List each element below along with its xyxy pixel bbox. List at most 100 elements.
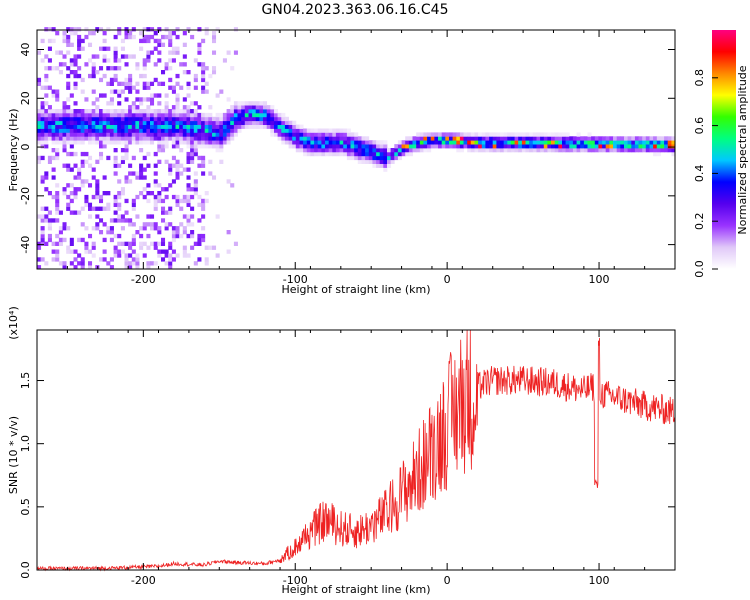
spectrogram-cell (405, 136, 410, 141)
spectrogram-cell (88, 265, 93, 270)
spectrogram-cell (102, 249, 107, 254)
spectrogram-cell (175, 93, 180, 98)
spectrogram-cell (230, 124, 235, 129)
spectrogram-cell (142, 253, 147, 258)
spectrogram-cell (109, 81, 114, 86)
spectrogram-cell (84, 62, 89, 67)
spectrogram-cell (299, 148, 304, 153)
spectrogram-cell (40, 175, 45, 180)
spectrogram-cell (186, 222, 191, 227)
spectrogram-cell (95, 112, 100, 118)
spectrogram-cell (157, 38, 162, 44)
spectrogram-cell (106, 140, 111, 145)
spectrogram-cell (295, 144, 300, 149)
spectrogram-cell (306, 140, 311, 145)
spectrogram-cell (558, 140, 563, 145)
spectrogram-cell (204, 198, 209, 204)
spectrogram-cell (99, 124, 104, 129)
spectrogram-cell (117, 249, 122, 254)
spectrogram-cell (248, 124, 253, 129)
spectrogram-cell (55, 66, 60, 71)
spectrogram-cell (120, 214, 125, 219)
spectrogram-cell (51, 167, 56, 172)
spectrogram-cell (73, 27, 78, 32)
spectrogram-cell (430, 144, 435, 149)
spectrogram-cell (77, 54, 82, 59)
spectrogram-cell (179, 120, 184, 125)
spectrogram-cell (624, 148, 629, 153)
spectrogram-cell (237, 109, 242, 114)
spectrogram-cell (55, 31, 60, 36)
spectrogram-cell (109, 237, 114, 243)
spectrogram-cell (146, 191, 151, 196)
spectrogram-cell (321, 128, 326, 133)
spectrogram-cell (120, 128, 125, 133)
spectrogram-cell (277, 136, 282, 141)
spectrogram-cell (47, 128, 52, 133)
spectrogram-cell (117, 191, 122, 196)
spectrogram-cell (73, 265, 78, 270)
spectrogram-cell (540, 148, 545, 153)
spectrogram-cell (95, 109, 100, 114)
spectrogram-cell (197, 194, 202, 200)
spectrogram-cell (212, 128, 217, 133)
spectrogram-cell (142, 116, 147, 122)
spectrogram-cell (62, 265, 67, 270)
spectrogram-cell (153, 194, 158, 200)
spectrogram-cell (383, 155, 388, 161)
spectrogram-cell (150, 81, 155, 86)
spectrogram-cell (120, 54, 125, 59)
spectrogram-cell (551, 144, 556, 149)
spectrogram-cell (186, 81, 191, 86)
spectrogram-cell (62, 38, 67, 44)
spectrogram-cell (197, 202, 202, 207)
spectrogram-cell (124, 144, 129, 149)
spectrogram-cell (361, 148, 366, 153)
spectrogram-cell (161, 206, 166, 211)
spectrogram-cell (303, 144, 308, 149)
spectrogram-cell (620, 144, 625, 149)
spectrogram-cell (66, 136, 71, 141)
spectrogram-cell (284, 120, 289, 125)
spectrogram-cell (77, 124, 82, 129)
spectrogram-cell (135, 230, 140, 235)
spectrogram-cell (175, 253, 180, 258)
spectrogram-cell (146, 109, 151, 114)
colorbar: 0.00.20.40.60.8 Normalized spectral ampl… (693, 30, 749, 278)
spectrogram-cell (164, 222, 169, 227)
spectrogram-cell (55, 124, 60, 129)
spectrogram-cell (496, 148, 501, 153)
spectrogram-cell (171, 140, 176, 145)
spectrogram-cell (161, 257, 166, 262)
spectrogram-cell (645, 148, 650, 153)
spectrogram-cell (164, 194, 169, 200)
spectrogram-cell (37, 124, 42, 129)
spectrogram-cell (88, 163, 93, 168)
spectrogram-cell (569, 136, 574, 141)
spectrogram-cell (109, 265, 114, 270)
spectrogram-cell (91, 245, 96, 250)
spectrogram-cell (95, 136, 100, 141)
spectrogram-cell (430, 140, 435, 145)
spectrogram-cell (186, 202, 191, 207)
spectrogram-cell (241, 101, 246, 106)
spectrogram-cell (306, 136, 311, 141)
spectrogram-cell (212, 34, 217, 40)
spectrogram-cell (664, 144, 669, 149)
spectrogram-cell (201, 70, 206, 75)
spectrogram-cell (306, 132, 311, 137)
spectrogram-cell (193, 261, 198, 266)
spectrogram-cell (175, 194, 180, 200)
spectrogram-cell (667, 148, 672, 153)
spectrogram-cell (150, 50, 155, 55)
spectrogram-cell (368, 155, 373, 161)
spectrogram-cell (562, 140, 567, 145)
spectrogram-cell (73, 101, 78, 106)
spectrogram-cell (131, 27, 136, 32)
spectrogram-cell (146, 140, 151, 145)
spectrogram-cell (168, 38, 173, 44)
spectrogram-cell (171, 249, 176, 254)
spectrogram-cell (102, 109, 107, 114)
spectrogram-cell (142, 132, 147, 137)
spectrogram-cell (387, 159, 392, 164)
